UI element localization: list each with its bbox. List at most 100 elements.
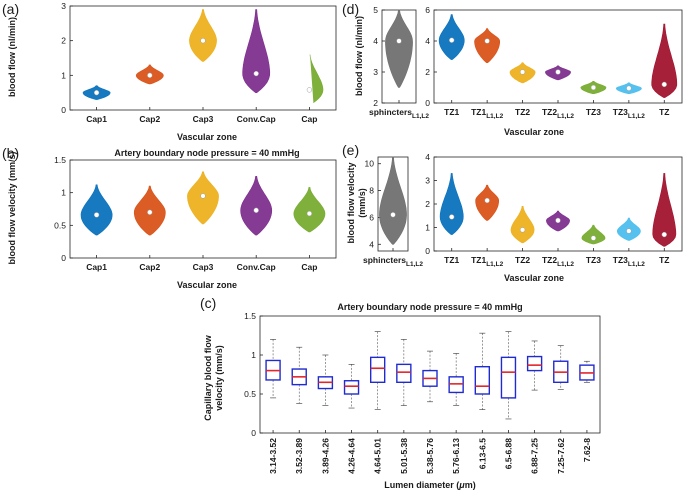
median-dot-d-right-5 [626, 85, 632, 91]
ytick-label-a: 2 [61, 36, 66, 46]
xlabel-d: Vascular zone [504, 127, 564, 137]
median-dot-e-right-4 [590, 235, 597, 241]
median-dot-a-2 [200, 38, 206, 44]
violin-e-right-6 [652, 173, 677, 247]
ytick-label-e-right: 0 [425, 246, 430, 256]
ytick-label-a: 1 [61, 70, 66, 80]
violin-b-3 [240, 176, 273, 236]
box-8 [474, 366, 491, 395]
median-dot-e-left-0 [390, 212, 396, 218]
xtick-label-d-right-6: TZ [659, 107, 669, 117]
panel-label-d: (d) [342, 1, 359, 17]
title-b: Artery boundary node pressure = 40 mmHg [114, 148, 299, 158]
xtick-label-c-7: 5.76-6.13 [451, 438, 461, 474]
violin-d-left-0 [385, 9, 413, 88]
median-dot-d-right-6 [661, 81, 667, 88]
median-dot-b-3 [253, 207, 259, 213]
ytick-label-e-right: 4 [425, 152, 430, 162]
median-dot-b-1 [147, 209, 153, 215]
ylabel-a: blood flow (nl/min) [7, 17, 17, 97]
xtick-label-e-right-6: TZ [659, 255, 669, 265]
median-dot-d-right-3 [555, 69, 561, 75]
violin-b-0 [80, 184, 113, 236]
xtick-label-c-11: 7.25-7.62 [556, 438, 566, 474]
xlabel-e: Vascular zone [504, 273, 564, 283]
ylabel-e: blood flow velocity(mm/s) [346, 162, 367, 243]
violin-d-right-1 [474, 28, 500, 63]
xtick-label-c-12: 7.62-8 [582, 438, 592, 462]
violins-d-left [385, 9, 413, 103]
xtick-label-b-4: Cap [301, 262, 317, 272]
plot-frame-d-right [433, 9, 683, 104]
violin-d-right-0 [438, 14, 465, 60]
ytick-label-e-left: 8 [369, 186, 374, 196]
median-dot-d-right-4 [590, 84, 597, 91]
xtick-label-a-1: Cap2 [139, 114, 160, 124]
median-dot-b-4 [306, 210, 313, 217]
violin-b-4 [293, 187, 326, 233]
xtick-label-b-1: Cap2 [139, 262, 160, 272]
xtick-label-e-left: sphinctersL1,L2 [363, 255, 423, 268]
violins-b: Cap1 Cap2 Cap3 Conv.Cap Cap [80, 171, 326, 272]
xlabel-a: Vascular zone [177, 132, 237, 142]
xtick-label-c-10: 6.88-7.25 [530, 438, 540, 474]
ytick-label-c: 0.5 [244, 389, 256, 399]
ytick-label-d-left: 5 [373, 5, 378, 15]
box-4 [369, 356, 386, 383]
xtick-label-d-right-4: TZ3 [586, 107, 601, 117]
median-dot-a-3 [253, 70, 259, 77]
xtick-label-e-right-5: TZ3L1,L2 [613, 255, 645, 268]
xtick-label-c-1: 3.52-3.89 [294, 438, 304, 474]
xtick-label-b-3: Conv.Cap [237, 262, 276, 272]
ylabel-d: blood flow (nl/min) [354, 16, 364, 96]
xtick-label-d-right-5: TZ3L1,L2 [613, 107, 645, 120]
xtick-label-c-6: 5.38-5.76 [425, 438, 435, 474]
ytick-label-c: 0 [251, 428, 256, 438]
axes-c: 0 0.5 1 1.5 [244, 311, 601, 438]
ylabel-b: blood flow velocity (mm/s) [7, 151, 17, 264]
ytick-label-d-left: 3 [373, 67, 378, 77]
violin-e-right-2 [510, 206, 535, 244]
xtick-label-c-0: 3.14-3.52 [268, 438, 278, 474]
violin-e-right-0 [439, 173, 464, 235]
xtick-label-d-right-2: TZ2 [515, 107, 530, 117]
plot-frame-c [259, 315, 601, 434]
xtick-label-e-right-3: TZ2L1,L2 [542, 255, 574, 268]
xtick-label-e-right-4: TZ3 [586, 255, 601, 265]
ytick-label-e-right: 1 [425, 223, 430, 233]
xtick-label-c-4: 4.64-5.01 [373, 438, 383, 474]
violin-a-3 [242, 9, 271, 93]
panel-label-e: (e) [342, 142, 359, 158]
box-10 [526, 355, 543, 372]
ytick-label-e-left: 4 [369, 239, 374, 249]
box-3 [343, 380, 360, 395]
median-dot-a-0 [93, 90, 100, 96]
xtick-label-d-left: sphinctersL1,L2 [369, 107, 429, 120]
ytick-label-b: 1 [61, 188, 66, 198]
ytick-label-d-right: 6 [425, 5, 430, 15]
xtick-label-c-5: 5.01-5.38 [399, 438, 409, 474]
box-5 [396, 363, 412, 383]
xtick-label-a-3: Conv.Cap [237, 114, 276, 124]
xtick-label-e-right-0: TZ1 [444, 255, 459, 265]
plot-frame-e-right [433, 156, 683, 252]
ytick-label-c: 1.5 [244, 311, 256, 321]
ytick-label-b: 0 [61, 253, 66, 263]
panel-label-a: (a) [2, 1, 19, 17]
violin-d-right-6 [651, 23, 678, 98]
ytick-label-d-left: 2 [373, 98, 378, 108]
ytick-label-d-left: 4 [373, 36, 378, 46]
xtick-label-e-right-2: TZ2 [515, 255, 530, 265]
ytick-label-a: 3 [61, 1, 66, 11]
boxes-c: 3.14-3.52 3.52-3.89 3.89-4.26 4.26-4.64 4.64… [265, 331, 595, 474]
ytick-label-d-right: 0 [425, 98, 430, 108]
ytick-label-e-left: 6 [369, 212, 374, 222]
xtick-label-c-9: 6.5-6.88 [503, 438, 513, 469]
axes-e-right: 0 1 2 3 4 [425, 152, 683, 256]
xtick-label-b-0: Cap1 [86, 262, 107, 272]
axes-d-right: 0 2 4 6 [425, 5, 683, 108]
xtick-label-d-right-3: TZ2L1,L2 [542, 107, 574, 120]
median-dot-a-4 [306, 87, 313, 93]
violins-e-right: TZ1 TZ1L1,L2 TZ2 TZ2L1,L2 TZ3 TZ3L1,L2 TZ [439, 173, 677, 268]
ytick-label-b: 0.5 [54, 220, 66, 230]
